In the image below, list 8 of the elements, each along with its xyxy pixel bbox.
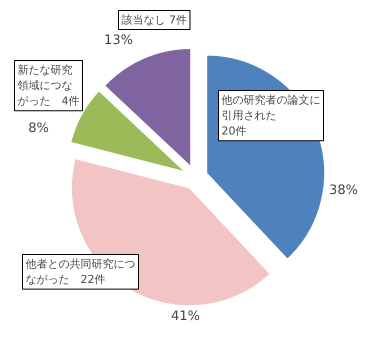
data-label: 13% <box>104 33 133 48</box>
data-label: 41% <box>171 309 200 324</box>
slice-label: 他の研究者の論文に引用された 20件 <box>222 94 320 138</box>
slice-label: 新たな研究領域につながった 4件 <box>18 64 80 108</box>
slice-label: 該当なし 7件 <box>122 14 187 26</box>
data-label: 38% <box>329 183 358 198</box>
data-label: 8% <box>28 121 49 136</box>
slice-label: 他者との共同研究につながった 22件 <box>26 258 136 286</box>
